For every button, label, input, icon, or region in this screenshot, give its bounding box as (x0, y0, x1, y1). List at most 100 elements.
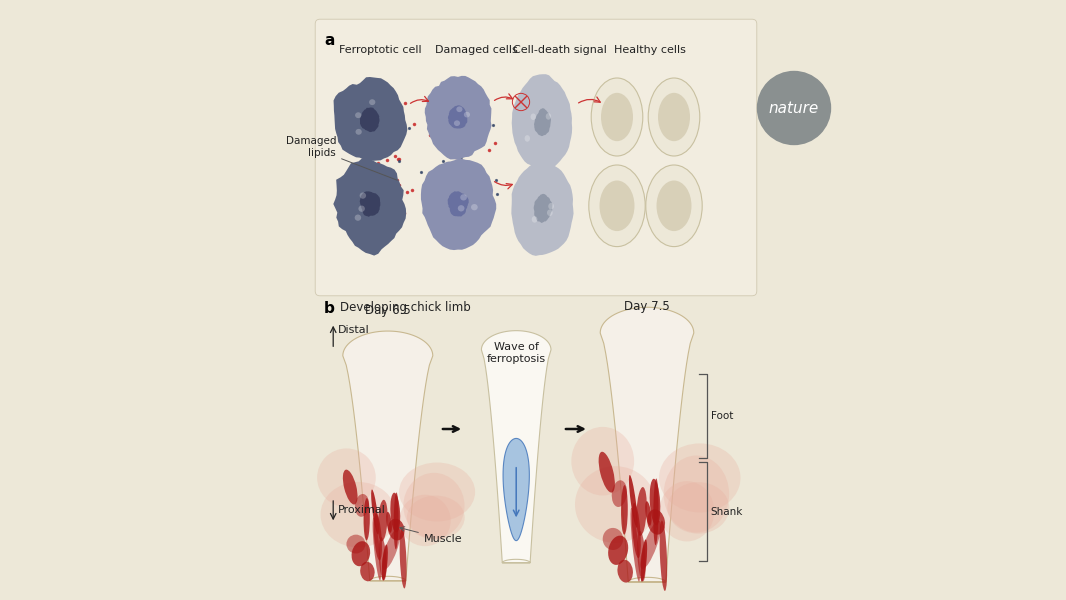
Ellipse shape (400, 495, 451, 546)
Ellipse shape (640, 521, 661, 569)
Polygon shape (360, 107, 379, 132)
Text: Day 7.5: Day 7.5 (624, 300, 669, 313)
Ellipse shape (648, 78, 699, 156)
Ellipse shape (454, 121, 461, 126)
Ellipse shape (356, 129, 361, 135)
Ellipse shape (352, 541, 370, 566)
Text: Developing chick limb: Developing chick limb (340, 301, 470, 314)
Polygon shape (482, 331, 551, 563)
Ellipse shape (464, 112, 470, 118)
Ellipse shape (599, 452, 615, 493)
Text: a: a (324, 33, 335, 48)
Text: Cell-death signal: Cell-death signal (513, 45, 607, 55)
Polygon shape (421, 159, 496, 250)
Ellipse shape (659, 443, 741, 512)
Text: Damaged cells: Damaged cells (435, 45, 517, 55)
Ellipse shape (612, 480, 627, 507)
Ellipse shape (602, 528, 624, 550)
Ellipse shape (658, 93, 690, 141)
Ellipse shape (630, 508, 640, 581)
Circle shape (757, 71, 831, 145)
Ellipse shape (637, 531, 646, 581)
Ellipse shape (646, 165, 702, 247)
Ellipse shape (548, 203, 554, 209)
Ellipse shape (371, 490, 378, 535)
Ellipse shape (532, 216, 537, 223)
Ellipse shape (364, 498, 370, 541)
Ellipse shape (355, 112, 361, 118)
Ellipse shape (317, 448, 376, 507)
Ellipse shape (647, 509, 665, 535)
Ellipse shape (346, 535, 366, 553)
Polygon shape (600, 307, 694, 582)
Text: Distal: Distal (338, 325, 370, 335)
Ellipse shape (645, 501, 651, 526)
Ellipse shape (632, 503, 641, 558)
Ellipse shape (601, 93, 633, 141)
Ellipse shape (608, 536, 628, 565)
Ellipse shape (547, 209, 552, 216)
Text: b: b (324, 301, 335, 316)
Ellipse shape (388, 519, 405, 541)
Ellipse shape (369, 99, 375, 105)
Ellipse shape (355, 215, 361, 221)
Polygon shape (334, 77, 407, 161)
Text: Muscle: Muscle (400, 527, 463, 544)
Ellipse shape (461, 194, 467, 200)
Ellipse shape (399, 463, 475, 521)
Ellipse shape (400, 529, 406, 589)
Polygon shape (343, 331, 433, 581)
Ellipse shape (667, 482, 729, 533)
Ellipse shape (386, 512, 392, 533)
Ellipse shape (393, 493, 399, 550)
Polygon shape (503, 439, 530, 541)
Ellipse shape (575, 466, 656, 543)
Polygon shape (534, 194, 552, 223)
Ellipse shape (321, 482, 395, 547)
Ellipse shape (660, 521, 667, 591)
Ellipse shape (649, 479, 660, 526)
Ellipse shape (377, 500, 388, 541)
Ellipse shape (653, 479, 659, 545)
Ellipse shape (456, 106, 463, 112)
Text: nature: nature (769, 101, 819, 115)
Ellipse shape (599, 181, 634, 231)
Ellipse shape (629, 475, 637, 528)
Ellipse shape (592, 78, 643, 156)
Ellipse shape (641, 539, 647, 582)
Text: Healthy cells: Healthy cells (614, 45, 685, 55)
Ellipse shape (355, 494, 369, 517)
Ellipse shape (657, 181, 692, 231)
Text: Wave of
ferroptosis: Wave of ferroptosis (487, 342, 546, 364)
Polygon shape (448, 105, 467, 128)
Polygon shape (334, 158, 406, 256)
Ellipse shape (403, 473, 465, 539)
Ellipse shape (660, 481, 714, 541)
Ellipse shape (378, 537, 387, 580)
Polygon shape (534, 108, 551, 136)
Ellipse shape (343, 470, 357, 505)
Ellipse shape (359, 193, 366, 199)
Ellipse shape (524, 135, 530, 142)
Ellipse shape (664, 455, 729, 533)
Text: Shank: Shank (711, 506, 743, 517)
Ellipse shape (471, 204, 478, 211)
Polygon shape (512, 161, 574, 256)
Text: Damaged
lipids: Damaged lipids (286, 136, 398, 180)
Ellipse shape (617, 560, 633, 583)
Text: Day 6.5: Day 6.5 (365, 304, 410, 317)
Ellipse shape (621, 485, 628, 535)
Ellipse shape (407, 496, 465, 539)
Ellipse shape (360, 562, 374, 581)
Ellipse shape (636, 487, 647, 536)
Text: Foot: Foot (711, 411, 733, 421)
Text: Ferroptotic cell: Ferroptotic cell (339, 45, 421, 55)
Polygon shape (424, 76, 491, 160)
Ellipse shape (546, 113, 551, 119)
FancyBboxPatch shape (316, 19, 757, 296)
Ellipse shape (358, 206, 365, 212)
Ellipse shape (457, 205, 465, 211)
Polygon shape (448, 191, 469, 217)
Ellipse shape (390, 493, 400, 533)
Ellipse shape (571, 427, 634, 496)
